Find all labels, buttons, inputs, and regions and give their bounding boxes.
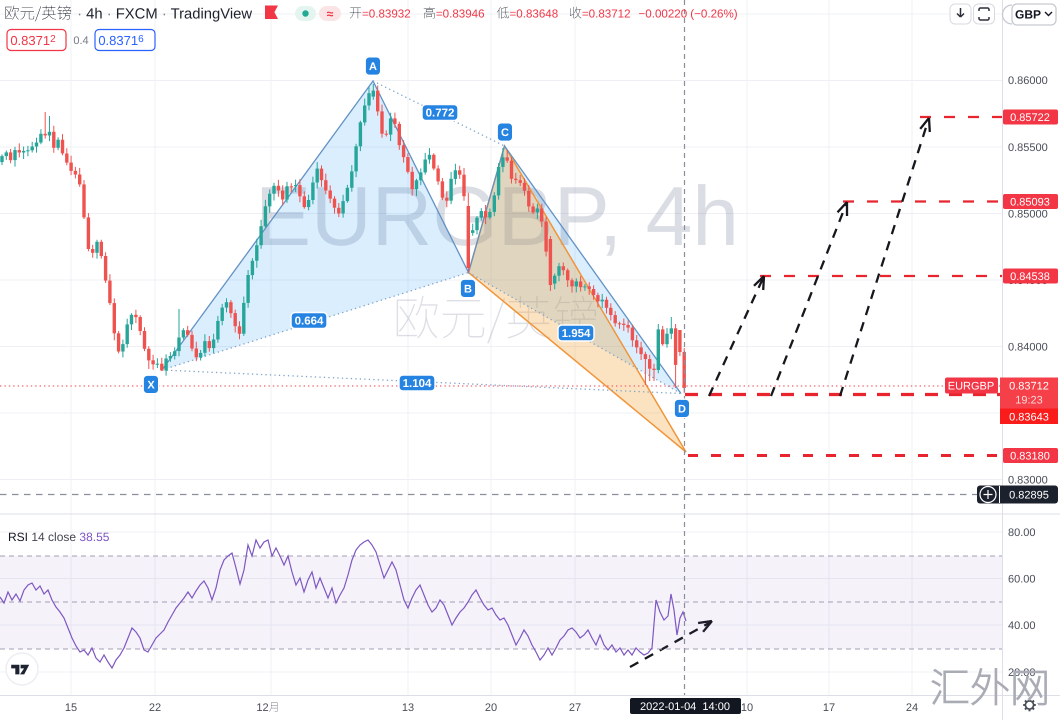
svg-text:≈: ≈ <box>327 7 334 21</box>
svg-text:=0.83946: =0.83946 <box>436 8 485 21</box>
svg-text:B: B <box>464 283 472 295</box>
svg-text:0.83643: 0.83643 <box>1009 412 1049 424</box>
svg-text:=0.83932: =0.83932 <box>362 8 411 21</box>
svg-text:0.83712: 0.83712 <box>1009 381 1049 393</box>
svg-text:0.83180: 0.83180 <box>1010 451 1050 463</box>
svg-text:0.664: 0.664 <box>295 315 324 327</box>
svg-text:80.00: 80.00 <box>1008 527 1036 539</box>
svg-text:0.85500: 0.85500 <box>1008 142 1048 154</box>
svg-text:−0.00220: −0.00220 <box>639 8 688 21</box>
svg-text:2022-01-04 14:00: 2022-01-04 14:00 <box>640 701 730 713</box>
svg-text:12: 12 <box>256 702 268 714</box>
svg-text:(−0.26%): (−0.26%) <box>690 8 738 21</box>
svg-text:D: D <box>678 403 686 415</box>
svg-text:17: 17 <box>823 702 835 714</box>
svg-text:10: 10 <box>741 702 753 714</box>
svg-text:0.85000: 0.85000 <box>1008 209 1048 221</box>
svg-text:15: 15 <box>65 702 77 714</box>
svg-text:40.00: 40.00 <box>1008 620 1036 632</box>
svg-text:RSI 14 close 38.55: RSI 14 close 38.55 <box>8 530 110 544</box>
svg-text:0.4: 0.4 <box>73 35 88 47</box>
svg-text:C: C <box>501 127 509 139</box>
svg-text:0.772: 0.772 <box>426 107 455 119</box>
svg-text:0.83712: 0.83712 <box>10 33 56 48</box>
svg-text:0.84538: 0.84538 <box>1010 271 1050 283</box>
svg-text:· 4h · FXCM · TradingView: · 4h · FXCM · TradingView <box>77 7 252 23</box>
svg-text:19:23: 19:23 <box>1015 395 1043 407</box>
svg-text:=0.83712: =0.83712 <box>582 8 631 21</box>
svg-text:A: A <box>369 61 377 73</box>
svg-text:=0.83648: =0.83648 <box>510 8 559 21</box>
svg-text:0.82895: 0.82895 <box>1009 489 1049 501</box>
svg-text:60.00: 60.00 <box>1008 574 1036 586</box>
svg-text:1.104: 1.104 <box>403 378 432 390</box>
svg-text:0.85093: 0.85093 <box>1010 197 1050 209</box>
svg-text:GBP: GBP <box>1015 8 1041 22</box>
svg-text:27: 27 <box>569 702 581 714</box>
svg-text:13: 13 <box>402 702 414 714</box>
svg-text:0.86000: 0.86000 <box>1008 75 1048 87</box>
svg-text:22: 22 <box>149 702 161 714</box>
svg-text:1.954: 1.954 <box>562 328 591 340</box>
svg-text:EURGBP: EURGBP <box>948 381 994 393</box>
svg-text:X: X <box>147 379 155 391</box>
svg-text:0.84000: 0.84000 <box>1008 342 1048 354</box>
svg-text:0.85722: 0.85722 <box>1010 112 1050 124</box>
svg-text:24: 24 <box>906 702 918 714</box>
svg-text:0.83000: 0.83000 <box>1008 475 1048 487</box>
svg-text:20: 20 <box>485 702 497 714</box>
svg-text:0.83716: 0.83716 <box>98 33 144 48</box>
